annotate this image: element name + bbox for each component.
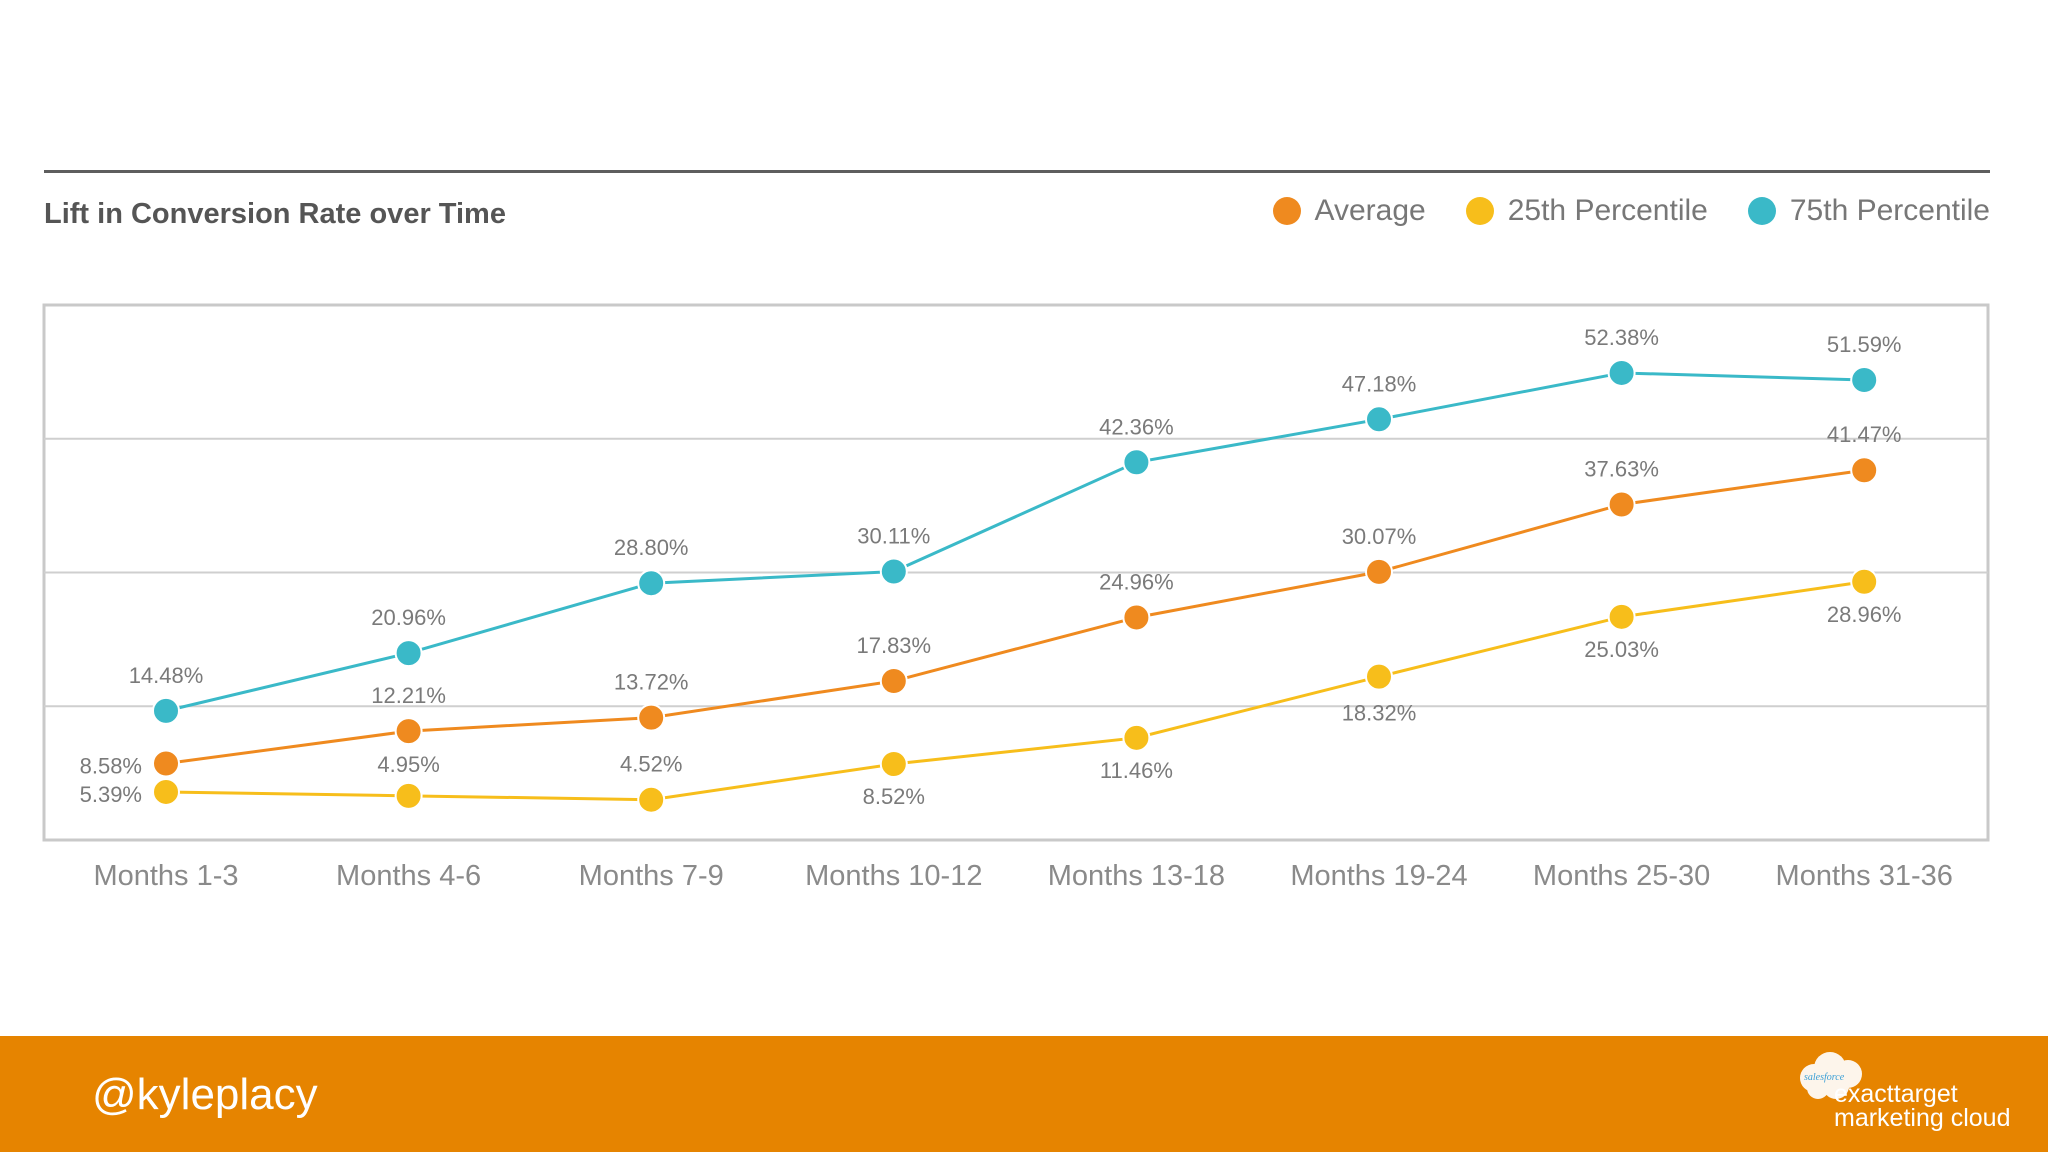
x-tick-label: Months 10-12 [805, 860, 982, 892]
data-label-average: 30.07% [1342, 524, 1417, 549]
footer-bar: @kyleplacy salesforce exacttarget market… [0, 1036, 2048, 1152]
series-line-75th-percentile [165, 371, 1865, 713]
data-label-average: 24.96% [1099, 569, 1174, 594]
data-point-25th-percentile [879, 750, 908, 779]
data-label-25th-percentile: 4.52% [620, 752, 682, 777]
data-point-average [1365, 557, 1393, 586]
x-tick-label: Months 25-30 [1533, 860, 1710, 892]
data-point-75th-percentile [1850, 365, 1879, 394]
series-line-average [165, 468, 1865, 765]
data-label-average: 13.72% [614, 670, 689, 695]
data-label-25th-percentile: 4.95% [377, 752, 439, 777]
legend: Average 25th Percentile 75th Percentile [1272, 194, 1990, 228]
legend-marker-75th-percentile [1747, 197, 1776, 225]
data-label-75th-percentile: 14.48% [129, 663, 204, 688]
data-label-25th-percentile: 5.39% [80, 782, 142, 807]
data-point-25th-percentile [1122, 723, 1151, 752]
legend-item-25th-percentile: 25th Percentile [1465, 194, 1708, 228]
data-point-25th-percentile [1365, 662, 1393, 691]
data-point-average [1122, 603, 1151, 632]
data-label-75th-percentile: 42.36% [1099, 414, 1174, 439]
x-tick-label: Months 19-24 [1290, 860, 1467, 892]
data-label-75th-percentile: 47.18% [1342, 371, 1417, 396]
line-chart: Months 1-3 Months 4-6 Months 7-9 Months 10-… [42, 303, 1990, 892]
data-label-75th-percentile: 51.59% [1827, 332, 1902, 357]
series-line-25th-percentile [165, 580, 1865, 802]
data-point-average [1607, 490, 1636, 519]
data-label-average: 12.21% [371, 683, 446, 708]
data-label-75th-percentile: 30.11% [857, 524, 930, 549]
legend-label-25th-percentile: 25th Percentile [1507, 194, 1708, 227]
top-divider [44, 170, 1990, 173]
data-point-25th-percentile [394, 781, 423, 810]
legend-item-75th-percentile: 75th Percentile [1747, 194, 1990, 228]
x-tick-label: Months 4-6 [336, 860, 481, 892]
x-tick-label: Months 1-3 [93, 860, 238, 892]
data-point-75th-percentile [394, 639, 423, 668]
data-label-75th-percentile: 28.80% [614, 535, 689, 560]
twitter-handle: @kyleplacy [92, 1070, 318, 1119]
data-label-25th-percentile: 18.32% [1342, 701, 1417, 726]
x-tick-label: Months 13-18 [1048, 860, 1225, 892]
legend-item-average: Average [1272, 194, 1426, 228]
data-point-average [637, 703, 666, 732]
data-point-average [394, 717, 423, 746]
salesforce-cloud-icon: salesforce [1800, 1052, 1862, 1099]
data-point-75th-percentile [1365, 405, 1393, 434]
legend-marker-25th-percentile [1465, 197, 1494, 225]
data-label-average: 17.83% [856, 633, 931, 658]
logo-text-marketing-cloud: marketing cloud [1834, 1104, 2011, 1132]
legend-label-average: Average [1314, 194, 1426, 227]
exacttarget-logo: salesforce exacttarget marketing cloud [1792, 1050, 2010, 1142]
data-point-average [152, 749, 180, 778]
data-point-25th-percentile [1607, 602, 1636, 631]
legend-marker-average [1272, 197, 1301, 225]
data-point-75th-percentile [1607, 358, 1636, 387]
data-label-average: 8.58% [80, 753, 142, 778]
data-point-25th-percentile [1850, 567, 1879, 596]
data-point-75th-percentile [637, 569, 666, 598]
data-label-25th-percentile: 28.96% [1827, 602, 1902, 627]
data-label-75th-percentile: 20.96% [371, 605, 446, 630]
data-label-average: 41.47% [1827, 422, 1902, 447]
logo-text-exacttarget: exacttarget [1834, 1080, 1958, 1108]
logo-small-text: salesforce [1804, 1072, 1845, 1083]
data-point-average [879, 667, 908, 696]
data-label-75th-percentile: 52.38% [1584, 325, 1659, 350]
data-label-average: 37.63% [1584, 456, 1659, 481]
data-point-75th-percentile [879, 557, 908, 586]
data-label-25th-percentile: 11.46% [1100, 758, 1173, 783]
data-label-25th-percentile: 25.03% [1584, 637, 1659, 662]
data-point-75th-percentile [152, 696, 180, 725]
data-point-25th-percentile [637, 785, 666, 814]
data-label-25th-percentile: 8.52% [863, 784, 925, 809]
x-tick-label: Months 7-9 [579, 860, 724, 892]
data-point-75th-percentile [1122, 448, 1151, 477]
legend-label-75th-percentile: 75th Percentile [1789, 194, 1990, 227]
x-tick-label: Months 31-36 [1776, 860, 1953, 892]
data-point-average [1850, 456, 1879, 485]
chart-title: Lift in Conversion Rate over Time [44, 198, 506, 230]
data-point-25th-percentile [152, 777, 180, 806]
